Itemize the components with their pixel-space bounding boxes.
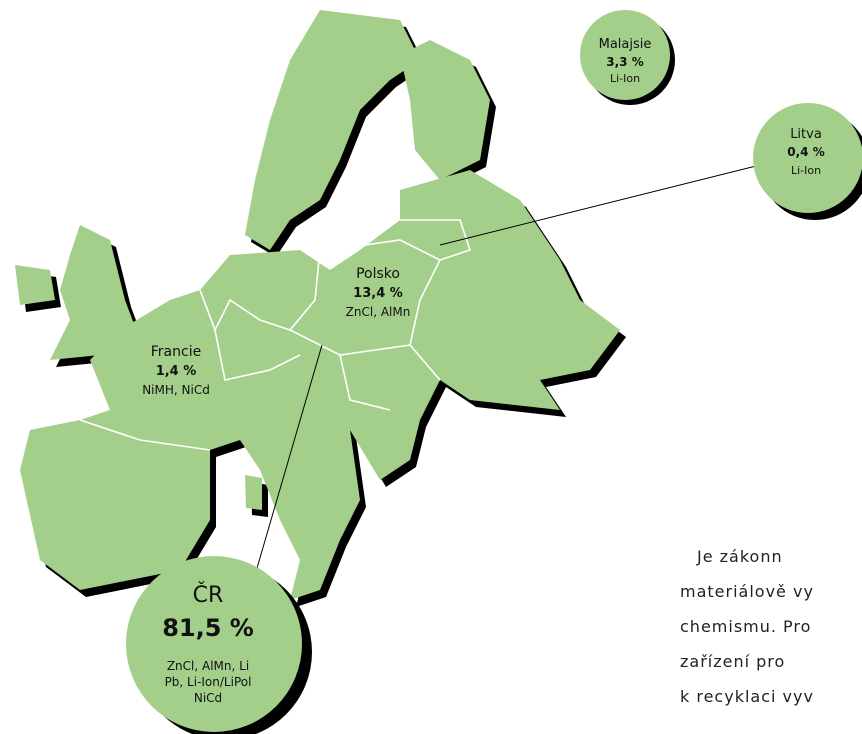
paragraph: Je zákonn materiálově vy chemismu. Pro z… (680, 547, 814, 706)
leader-line (254, 344, 323, 576)
text-line: materiálově vy (680, 582, 814, 601)
region-share: 0,4 % (787, 145, 824, 159)
region-types: Li-Ion (791, 164, 821, 177)
region-types: NiMH, NiCd (142, 383, 210, 397)
text-line: k recyklaci vyv (680, 687, 814, 706)
bubble-cr: ČR 81,5 % ZnCl, AlMn, Li Pb, Li-Ion/LiPo… (126, 556, 312, 734)
leader-lines (254, 164, 761, 576)
region-label-francie: Francie 1,4 % NiMH, NiCd (142, 344, 210, 397)
country-borders (79, 219, 472, 451)
region-name: Litva (790, 127, 822, 142)
region-types: Li-Ion (610, 72, 640, 85)
region-types: Pb, Li-Ion/LiPol (165, 675, 252, 689)
region-share: 3,3 % (606, 55, 643, 69)
map-land (15, 10, 620, 600)
text-line: zařízení pro (680, 652, 785, 671)
text-line: chemismu. Pro (680, 617, 811, 636)
region-share: 1,4 % (156, 364, 197, 379)
region-types: ZnCl, AlMn (346, 305, 411, 319)
region-name: Malajsie (599, 37, 652, 52)
region-types: ZnCl, AlMn, Li (167, 659, 249, 673)
region-share: 13,4 % (353, 286, 403, 301)
bubble-malajsie: Malajsie 3,3 % Li-Ion (580, 10, 675, 105)
bubble-litva: Litva 0,4 % Li-Ion (753, 103, 862, 220)
region-share: 81,5 % (162, 614, 254, 642)
region-name: ČR (193, 582, 224, 608)
region-types: NiCd (194, 691, 222, 705)
region-label-polsko: Polsko 13,4 % ZnCl, AlMn (346, 266, 411, 319)
text-line: Je zákonn (696, 547, 783, 566)
region-name: Francie (151, 344, 201, 360)
leader-line (439, 164, 761, 246)
region-name: Polsko (356, 266, 400, 282)
